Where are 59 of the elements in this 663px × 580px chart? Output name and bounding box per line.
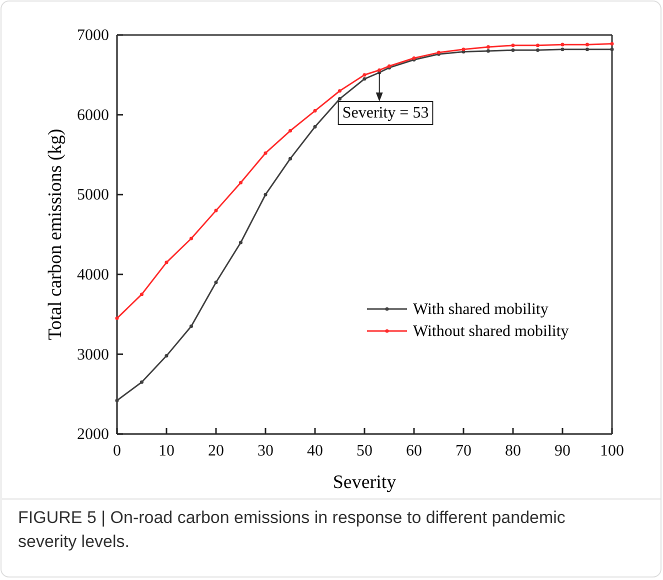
point — [288, 156, 292, 160]
point — [511, 44, 515, 48]
point — [140, 292, 144, 296]
point — [462, 48, 466, 52]
point — [585, 48, 590, 52]
x-axis-title: Severity — [332, 472, 397, 493]
x-tick-label: 50 — [356, 442, 372, 460]
point — [362, 73, 366, 77]
point — [338, 97, 342, 101]
legend-label: With shared mobility — [413, 301, 548, 318]
point — [536, 44, 540, 48]
point — [189, 324, 194, 328]
caption: FIGURE 5 | On-road carbon emissions in response to different pandemic severity levels. — [18, 507, 566, 553]
point — [115, 316, 119, 320]
point — [610, 42, 614, 46]
point — [189, 236, 194, 240]
point — [264, 192, 268, 196]
point — [264, 151, 268, 155]
point — [585, 42, 590, 46]
x-tick-label: 40 — [307, 442, 323, 460]
x-tick-label: 60 — [406, 442, 422, 460]
point — [288, 128, 292, 133]
y-tick-label: 4000 — [77, 266, 109, 284]
legend-label: Without shared mobility — [413, 323, 569, 340]
point — [536, 48, 540, 52]
x-tick-label: 0 — [113, 442, 121, 460]
x-tick-label: 100 — [600, 442, 624, 460]
y-tick-label: 3000 — [77, 346, 109, 364]
annotation: Severity = 53 — [342, 104, 429, 122]
point — [214, 280, 218, 284]
point — [140, 380, 144, 384]
point — [313, 109, 317, 113]
point — [362, 77, 366, 81]
y-tick-label: 2000 — [77, 426, 109, 444]
point — [164, 354, 168, 358]
point — [486, 45, 490, 49]
point — [238, 180, 243, 184]
y-tick-label: 6000 — [77, 106, 109, 124]
y-axis-title: Total carbon emissions (kg) — [45, 128, 66, 340]
point — [164, 260, 168, 264]
x-tick-label: 30 — [258, 442, 274, 460]
x-tick-label: 90 — [554, 442, 570, 460]
point — [313, 124, 317, 129]
point — [115, 398, 119, 402]
y-tick-label: 7000 — [77, 27, 109, 44]
x-tick-label: 70 — [456, 442, 472, 460]
x-tick-label: 10 — [158, 442, 174, 460]
point — [486, 49, 490, 53]
point — [560, 42, 564, 46]
point — [610, 48, 614, 52]
point — [378, 68, 382, 72]
point — [338, 89, 342, 93]
x-tick-label: 20 — [208, 442, 224, 460]
point — [214, 208, 218, 212]
point — [511, 48, 515, 52]
y-tick-label: 5000 — [77, 186, 109, 204]
x-tick-label: 80 — [505, 442, 521, 460]
point — [560, 48, 564, 52]
point — [238, 240, 243, 244]
